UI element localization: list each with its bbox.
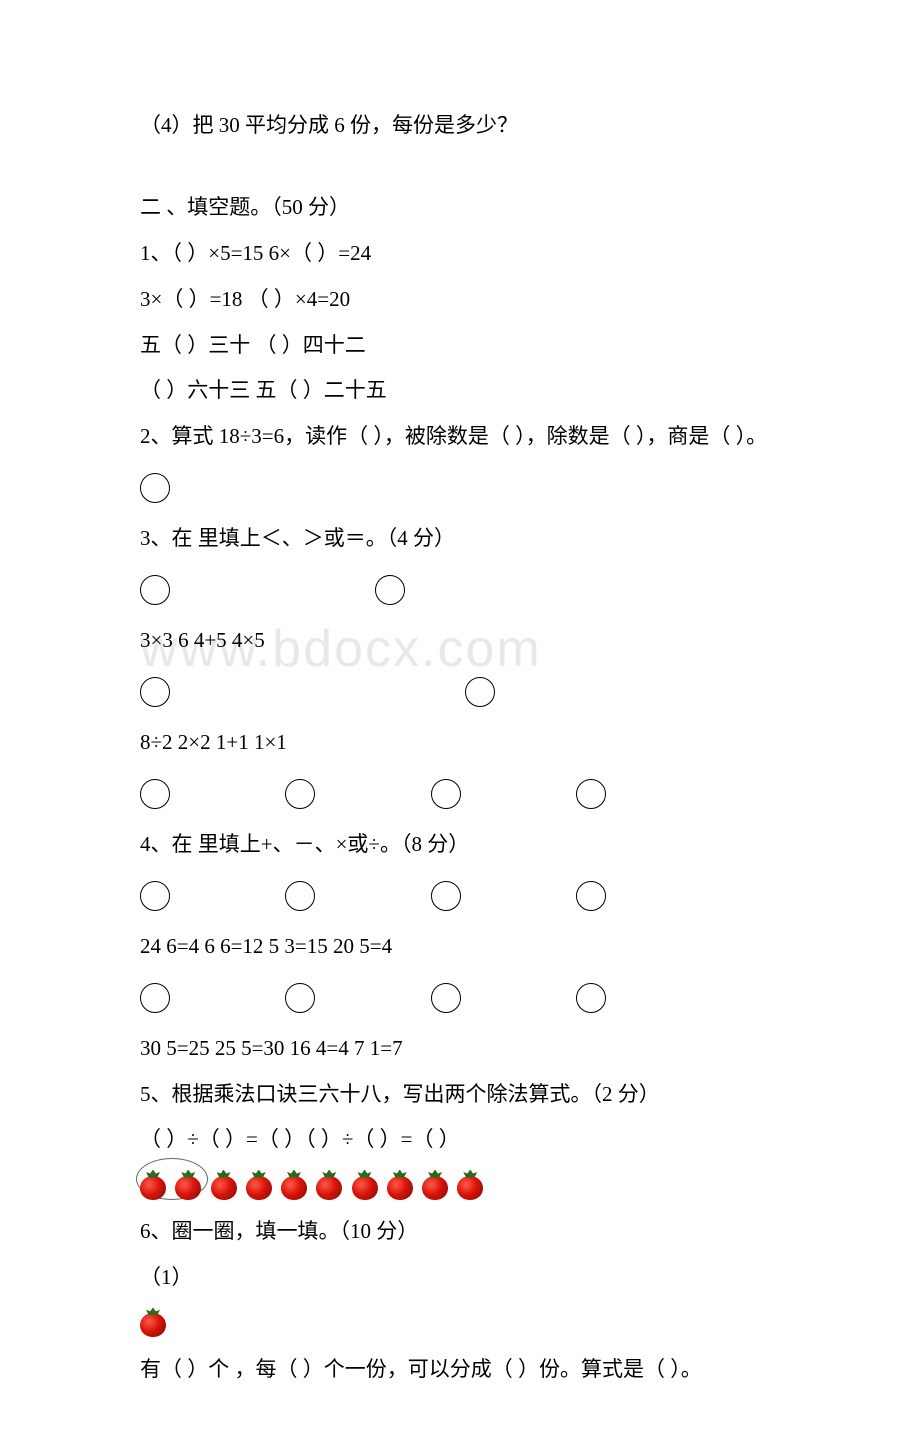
question-2-2: 2、算式 18÷3=6，读作（ ），被除数是（ ），除数是（ ），商是（ ）。 — [140, 417, 780, 457]
tomato-icon — [140, 1313, 166, 1337]
tomato-icon — [352, 1176, 378, 1200]
blank-circle-icon — [140, 473, 170, 503]
question-2-4-expr1: 24 6=4 6 6=12 5 3=15 20 5=4 — [140, 927, 780, 967]
tomato-icon — [140, 1176, 166, 1200]
blank-circle-row-2a — [140, 567, 780, 613]
blank-circle-icon — [576, 881, 606, 911]
blank-circle-icon — [140, 575, 170, 605]
question-2-4-expr2: 30 5=25 25 5=30 16 4=4 7 1=7 — [140, 1029, 780, 1069]
question-2-3-expr2: 8÷2 2×2 1+1 1×1 — [140, 723, 780, 763]
blank-circle-icon — [431, 983, 461, 1013]
single-tomato-row — [140, 1304, 780, 1344]
question-2-4: 4、在 里填上+、－、×或÷。（8 分） — [140, 825, 780, 865]
blank-circle-row-4a — [140, 771, 780, 817]
tomato-icon — [211, 1176, 237, 1200]
spacer — [140, 152, 780, 182]
question-1-4: （4）把 30 平均分成 6 份，每份是多少？ — [140, 106, 780, 146]
blank-circle-icon — [285, 881, 315, 911]
blank-circle-icon — [140, 677, 170, 707]
section-2-title: 二 、填空题。（50 分） — [140, 188, 780, 228]
question-2-5-expr: （ ）÷（ ）=（ ）（ ）÷（ ）=（ ） — [140, 1120, 780, 1160]
question-2-6-text: 有（ ）个 ，每（ ）个一份，可以分成（ ）份。算式是（ ）。 — [140, 1350, 780, 1390]
tomato-icon — [457, 1176, 483, 1200]
question-2-1-line-d: （ ）六十三 五（ ）二十五 — [140, 371, 780, 411]
blank-circle-icon — [465, 677, 495, 707]
question-2-6-sub1: （1） — [140, 1258, 780, 1298]
blank-circle-row-single — [140, 465, 780, 511]
blank-circle-icon — [140, 881, 170, 911]
tomato-icon — [387, 1176, 413, 1200]
question-2-1-line-b: 3×（ ）=18 （ ）×4=20 — [140, 280, 780, 320]
blank-circle-row-4c — [140, 975, 780, 1021]
blank-circle-icon — [431, 779, 461, 809]
blank-circle-icon — [140, 779, 170, 809]
blank-circle-icon — [431, 881, 461, 911]
blank-circle-row-2b — [140, 669, 780, 715]
blank-circle-icon — [576, 983, 606, 1013]
blank-circle-icon — [375, 575, 405, 605]
blank-circle-icon — [285, 779, 315, 809]
tomato-icon — [175, 1176, 201, 1200]
tomato-icon — [281, 1176, 307, 1200]
question-2-6: 6、圈一圈，填一填。（10 分） — [140, 1212, 780, 1252]
blank-circle-icon — [576, 779, 606, 809]
blank-circle-icon — [140, 983, 170, 1013]
question-2-1-line-a: 1、（ ）×5=15 6×（ ）=24 — [140, 234, 780, 274]
tomato-icon — [422, 1176, 448, 1200]
tomato-icon — [316, 1176, 342, 1200]
question-2-1-line-c: 五（ ）三十 （ ）四十二 — [140, 326, 780, 366]
tomato-icon — [246, 1176, 272, 1200]
question-2-3-expr1: 3×3 6 4+5 4×5 — [140, 621, 780, 661]
blank-circle-row-4b — [140, 873, 780, 919]
question-2-3: 3、在 里填上＜、＞或＝。（4 分） — [140, 519, 780, 559]
tomato-row — [140, 1166, 780, 1206]
question-2-5: 5、根据乘法口诀三六十八，写出两个除法算式。（2 分） — [140, 1075, 780, 1115]
blank-circle-icon — [285, 983, 315, 1013]
